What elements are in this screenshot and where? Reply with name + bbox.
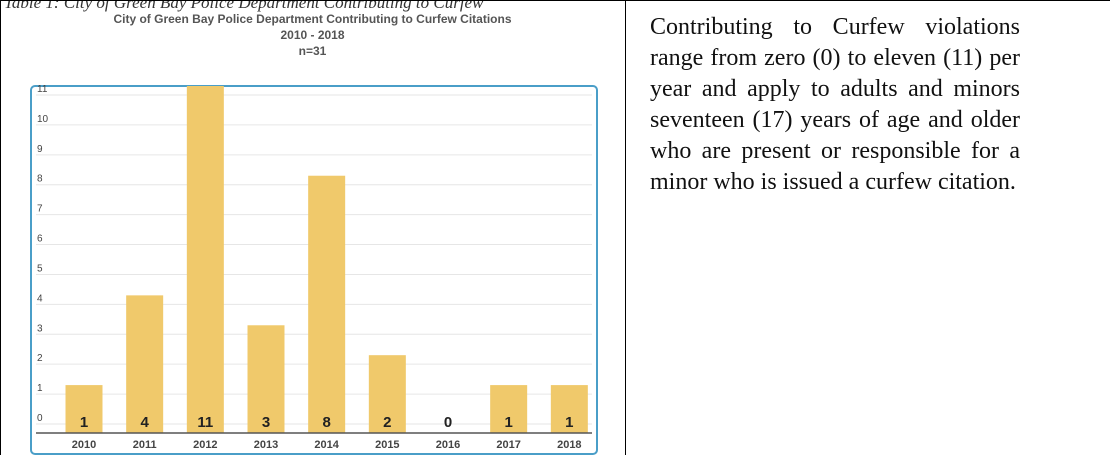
data-label-2014: 8: [322, 414, 330, 431]
x-tick-label-2017: 2017: [496, 439, 520, 451]
data-label-2015: 2: [383, 414, 391, 431]
x-tick-label-2010: 2010: [72, 439, 96, 451]
bar-2013: [247, 325, 285, 433]
bar-2018: [550, 385, 588, 433]
y-tick-label: 7: [37, 204, 43, 215]
y-tick-label: 0: [37, 413, 43, 424]
data-label-2017: 1: [504, 414, 512, 431]
x-tick-label-2012: 2012: [193, 439, 217, 451]
data-labels: 1 4 11 3 8 2 0 1 1: [80, 414, 574, 431]
chart-subtitle: 2010 - 2018: [280, 28, 345, 42]
chart-frame: [30, 85, 598, 455]
description-text: Contributing to Curfew violations range …: [650, 14, 1020, 195]
y-tick-label: 2: [37, 353, 43, 364]
data-label-2012: 11: [197, 414, 213, 431]
chart-sample-size: n=31: [298, 44, 327, 58]
x-tick-labels: 2010 2011 2012 2013 2014 2015 2016 2017 2018: [72, 439, 582, 451]
data-label-2013: 3: [262, 414, 270, 431]
y-tick-label: 9: [37, 144, 43, 155]
bar-2012: [186, 86, 224, 433]
x-tick-label-2018: 2018: [557, 439, 581, 451]
table-middle-border: [625, 0, 626, 455]
y-tick-label: 10: [37, 114, 49, 125]
y-tick-label: 6: [37, 234, 43, 245]
data-label-2018: 1: [565, 414, 573, 431]
table-top-border: [0, 0, 1110, 1]
bar-2014: [308, 175, 346, 433]
y-tick-label: 3: [37, 323, 43, 334]
y-tick-label: 5: [37, 263, 43, 274]
x-tick-label-2014: 2014: [314, 439, 339, 451]
y-tick-label: 4: [37, 293, 43, 304]
y-tick-label: 1: [37, 383, 43, 394]
data-label-2011: 4: [140, 414, 149, 431]
y-tick-label: 11: [37, 84, 48, 95]
data-label-2010: 1: [80, 414, 88, 431]
x-tick-label-2015: 2015: [375, 439, 399, 451]
y-tick-labels: 0 1 2 3 4 5 6 7 8 9 10 11: [37, 84, 49, 424]
bar-2015: [368, 355, 406, 433]
table-caption: Table 1: City of Green Bay Police Depart…: [4, 0, 484, 12]
table-left-border: [0, 0, 1, 455]
chart-title: City of Green Bay Police Department Cont…: [113, 12, 512, 26]
x-tick-label-2013: 2013: [254, 439, 278, 451]
bar-2011: [126, 295, 164, 433]
bar-2017: [490, 385, 528, 433]
data-label-2016: 0: [444, 414, 452, 431]
x-tick-label-2016: 2016: [436, 439, 460, 451]
bars: [65, 86, 588, 433]
bar-2010: [65, 385, 103, 433]
x-tick-label-2011: 2011: [133, 439, 157, 451]
y-tick-label: 8: [37, 174, 43, 185]
